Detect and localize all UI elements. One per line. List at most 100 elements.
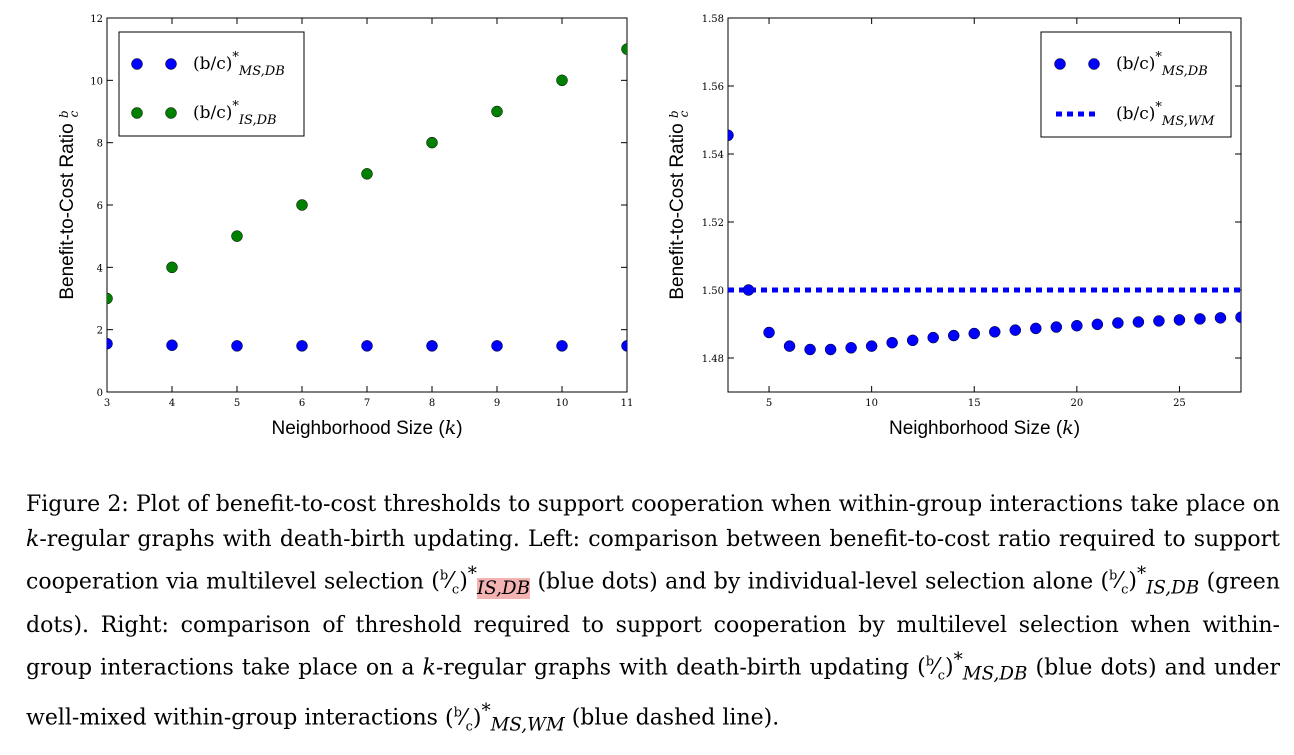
y-tick-label: 1.56 bbox=[702, 82, 724, 93]
data-point-series-0 bbox=[947, 329, 960, 342]
legend-marker bbox=[131, 58, 143, 70]
data-point-series-0 bbox=[906, 334, 919, 347]
data-point-series-0 bbox=[927, 331, 939, 344]
data-point-series-0 bbox=[1194, 313, 1206, 325]
caption-math-ms-db: (b⁄c)*MS,DB bbox=[917, 649, 1028, 685]
y-tick-label: 12 bbox=[90, 14, 103, 25]
data-point-series-0 bbox=[1153, 315, 1165, 327]
y-tick-label: 6 bbox=[97, 201, 103, 212]
legend-label: (b/c)*MS,WM bbox=[1116, 100, 1215, 129]
data-point-series-0 bbox=[968, 327, 980, 340]
data-point-series-0 bbox=[361, 340, 373, 352]
data-point-series-0 bbox=[1071, 319, 1083, 332]
plot-frame bbox=[727, 17, 1242, 393]
x-tick-label: 10 bbox=[556, 398, 569, 409]
caption-part-4: (green dots). Right: comparison of thres… bbox=[26, 569, 1280, 681]
data-point-series-1 bbox=[621, 43, 627, 55]
data-point-series-1 bbox=[166, 261, 178, 274]
legend-box bbox=[1040, 31, 1232, 138]
data-point-series-1 bbox=[361, 168, 373, 180]
x-tick-label: 15 bbox=[968, 398, 981, 409]
data-point-series-0 bbox=[1050, 321, 1063, 333]
x-axis-label: Neighborhood Size (k) bbox=[271, 417, 462, 439]
x-tick-label: 10 bbox=[865, 398, 878, 409]
y-tick-label: 1.48 bbox=[702, 354, 724, 365]
caption-part-5: -regular graphs with death-birth updatin… bbox=[435, 655, 918, 681]
x-tick-label: 8 bbox=[429, 398, 435, 409]
data-point-series-0 bbox=[845, 342, 857, 354]
legend-label: (b/c)*MS,DB bbox=[193, 50, 285, 79]
plot-area bbox=[728, 129, 1241, 356]
y-tick-label: 8 bbox=[97, 139, 103, 150]
caption-math-ms-wm: (b⁄c)*MS,WM bbox=[444, 700, 565, 736]
legend: (b/c)*MS,DB (b/c)*IS,DB bbox=[118, 31, 305, 137]
legend-label: (b/c)*IS,DB bbox=[193, 99, 277, 128]
y-axis-label: Benefit-to-Cost Ratio bc bbox=[57, 110, 81, 299]
legend-marker bbox=[165, 58, 177, 70]
data-point-series-0 bbox=[556, 340, 568, 352]
figure-caption: Figure 2: Plot of benefit-to-cost thresh… bbox=[26, 487, 1280, 744]
x-tick-label: 5 bbox=[234, 398, 240, 409]
x-tick-label: 5 bbox=[766, 398, 772, 409]
data-point-series-1 bbox=[426, 136, 438, 149]
data-point-series-0 bbox=[1173, 314, 1186, 326]
data-point-series-0 bbox=[824, 343, 837, 356]
x-tick-label: 25 bbox=[1173, 398, 1186, 409]
caption-math-is-db-2: (b⁄c)*IS,DB bbox=[1100, 564, 1200, 599]
data-point-series-0 bbox=[1214, 312, 1227, 324]
x-tick-label: 3 bbox=[104, 398, 110, 409]
y-axis-label: Benefit-to-Cost Ratio bc bbox=[667, 110, 691, 299]
data-point-series-0 bbox=[426, 340, 438, 352]
figure-charts: 3 4 5 6 7 8 9 10 11 0 2 4 6 8 10 12 Neighborhood Size (k… bbox=[57, 14, 1242, 439]
y-tick-label: 4 bbox=[97, 263, 103, 274]
legend-marker bbox=[1088, 58, 1100, 70]
data-point-series-0 bbox=[231, 340, 243, 352]
data-point-series-1 bbox=[107, 292, 113, 305]
data-point-series-0 bbox=[763, 326, 775, 339]
x-tick-label: 7 bbox=[364, 398, 370, 409]
caption-part-3: (blue dots) and by individual-level sele… bbox=[530, 569, 1101, 595]
legend: (b/c)*MS,DB (b/c)*MS,WM bbox=[1040, 31, 1232, 138]
caption-k-1: k bbox=[26, 527, 40, 552]
y-tick-label: 1.52 bbox=[702, 218, 724, 229]
data-point-series-0 bbox=[621, 340, 627, 352]
chart-left: 3 4 5 6 7 8 9 10 11 0 2 4 6 8 10 12 Neighborhood Size (k… bbox=[57, 14, 633, 439]
data-point-series-0 bbox=[166, 339, 178, 351]
y-tick-label: 0 bbox=[97, 388, 103, 399]
legend-box bbox=[118, 31, 305, 137]
data-point-series-1 bbox=[231, 230, 243, 242]
data-point-series-0 bbox=[107, 337, 113, 350]
data-point-series-0 bbox=[1132, 316, 1145, 328]
data-point-series-0 bbox=[989, 326, 1001, 338]
caption-part-1: Figure 2: Plot of benefit-to-cost thresh… bbox=[26, 492, 1280, 517]
data-point-series-0 bbox=[783, 340, 796, 352]
chart-right: 5 10 15 20 25 1.48 1.50 1.52 1.54 1.56 1.58 Neighbo… bbox=[667, 14, 1242, 439]
caption-part-6: (blue dots) and under well-mixed within-… bbox=[26, 655, 1280, 731]
y-tick-label: 2 bbox=[97, 326, 103, 337]
data-point-series-0 bbox=[1235, 311, 1241, 323]
x-axis-label: Neighborhood Size (k) bbox=[889, 417, 1080, 439]
data-point-series-0 bbox=[1091, 318, 1104, 331]
legend-marker bbox=[165, 107, 177, 119]
data-point-series-0 bbox=[296, 340, 308, 352]
x-tick-label: 9 bbox=[494, 398, 500, 409]
legend-marker bbox=[1054, 58, 1066, 70]
data-point-series-0 bbox=[1112, 317, 1124, 329]
data-point-series-1 bbox=[556, 74, 568, 87]
data-point-series-0 bbox=[728, 129, 734, 142]
caption-math-is-db-1: (b⁄c)*IS,DB bbox=[431, 564, 531, 599]
y-tick-label: 1.54 bbox=[702, 150, 724, 161]
data-point-series-0 bbox=[1030, 322, 1042, 335]
data-point-series-0 bbox=[886, 336, 898, 349]
data-point-series-0 bbox=[804, 343, 816, 356]
y-tick-label: 1.58 bbox=[702, 14, 724, 25]
plot-area bbox=[107, 43, 627, 352]
y-tick-label: 10 bbox=[90, 76, 103, 87]
caption-part-7: (blue dashed line). bbox=[564, 705, 780, 731]
x-tick-label: 4 bbox=[169, 398, 175, 409]
legend-marker bbox=[131, 107, 143, 119]
x-tick-label: 6 bbox=[299, 398, 305, 409]
data-point-series-0 bbox=[491, 340, 503, 352]
data-point-series-0 bbox=[1009, 324, 1022, 336]
x-tick-label: 20 bbox=[1070, 398, 1083, 409]
